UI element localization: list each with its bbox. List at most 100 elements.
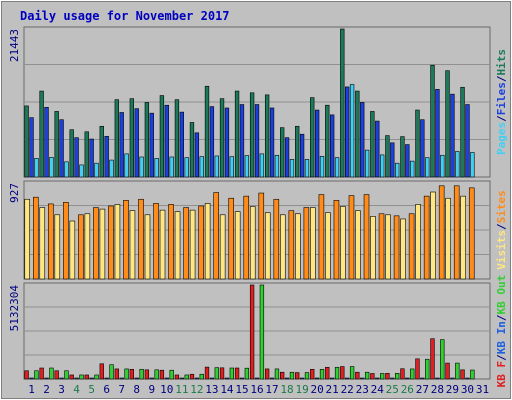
day-label-3: 3 (58, 383, 65, 396)
side-legend: Visits/Sites (495, 190, 508, 270)
bar-visits-day-18 (279, 214, 286, 280)
bar-files-day-24 (375, 120, 380, 178)
bar-pages-day-29 (455, 151, 460, 178)
bar-hits-day-12 (189, 122, 195, 178)
legend-entry: Pages (495, 122, 508, 155)
bar-sites-day-23 (363, 194, 370, 280)
legend-entry: KB In (495, 321, 508, 354)
day-label-10: 10 (160, 383, 173, 396)
bar-hits-day-21 (325, 104, 330, 178)
bar-kb-in-day-5 (89, 377, 94, 380)
bar-pages-day-10 (169, 156, 174, 178)
bar-kb-out-day-4 (79, 374, 84, 380)
bar-kb-f-day-8 (129, 368, 134, 380)
bar-visits-day-7 (114, 204, 121, 280)
bar-hits-day-28 (430, 64, 435, 178)
bar-files-day-1 (29, 117, 34, 178)
bar-files-day-4 (74, 137, 79, 178)
bar-visits-day-8 (129, 210, 136, 280)
bar-kb-out-day-24 (379, 373, 385, 380)
day-label-20: 20 (311, 383, 324, 396)
bar-visits-day-27 (415, 204, 421, 280)
bar-visits-day-25 (385, 214, 391, 280)
side-legend: Pages/Files/Hits (495, 49, 508, 155)
bar-hits-day-5 (84, 131, 89, 178)
bar-sites-day-26 (408, 213, 415, 280)
bar-pages-day-19 (304, 159, 310, 178)
bar-kb-in-day-3 (59, 377, 64, 380)
bar-sites-day-29 (453, 185, 460, 280)
bar-files-day-19 (299, 133, 305, 178)
bar-visits-day-29 (445, 197, 451, 280)
bar-visits-day-28 (430, 191, 436, 280)
bar-sites-day-17 (273, 198, 280, 280)
bar-sites-day-6 (108, 205, 114, 280)
legend-entry: / (495, 354, 508, 361)
bar-kb-f-day-26 (400, 368, 405, 380)
bar-hits-day-1 (24, 105, 29, 178)
bar-kb-in-day-15 (239, 377, 245, 380)
bar-kb-out-day-8 (139, 368, 144, 380)
bar-files-day-11 (179, 111, 184, 178)
bar-sites-day-19 (303, 207, 310, 280)
bar-kb-f-day-2 (39, 367, 44, 380)
bar-kb-f-day-3 (54, 370, 59, 380)
bar-pages-day-8 (139, 156, 144, 178)
day-label-7: 7 (118, 383, 125, 396)
bar-files-day-28 (435, 89, 440, 178)
bar-kb-in-day-7 (119, 377, 124, 380)
bar-kb-out-day-13 (214, 367, 219, 380)
bar-kb-out-day-29 (455, 362, 460, 380)
bar-sites-day-16 (258, 192, 265, 280)
legend-entry: Visits (495, 230, 508, 270)
bar-kb-in-day-13 (209, 377, 215, 380)
bar-files-day-15 (239, 104, 245, 178)
bar-kb-in-day-4 (74, 377, 79, 380)
bar-kb-f-day-17 (264, 368, 270, 380)
bar-sites-day-18 (288, 210, 295, 280)
day-label-19: 19 (295, 383, 308, 396)
bar-kb-out-day-1 (34, 370, 39, 380)
day-label-6: 6 (103, 383, 110, 396)
bar-kb-out-day-26 (410, 368, 415, 380)
bar-hits-day-3 (54, 111, 59, 178)
bar-kb-out-day-3 (64, 370, 69, 380)
bar-kb-in-day-10 (164, 377, 169, 380)
bar-files-day-16 (254, 104, 260, 178)
bar-files-day-26 (405, 144, 410, 178)
bar-files-day-12 (194, 132, 200, 178)
day-label-13: 13 (205, 383, 218, 396)
bar-sites-day-5 (93, 207, 99, 280)
bar-pages-day-12 (199, 156, 204, 178)
legend-entry: / (495, 223, 508, 230)
bar-kb-f-day-25 (385, 373, 390, 380)
bar-pages-day-4 (79, 164, 84, 178)
ymax-label: 21443 (8, 29, 21, 62)
bar-visits-day-16 (249, 206, 256, 280)
bar-kb-in-day-20 (314, 377, 320, 380)
bar-sites-day-30 (468, 187, 475, 280)
day-label-29: 29 (446, 383, 459, 396)
bar-kb-in-day-27 (420, 377, 425, 380)
bar-hits-day-7 (114, 99, 119, 178)
day-label-18: 18 (280, 383, 293, 396)
bar-hits-day-9 (144, 102, 150, 178)
bar-sites-day-21 (333, 199, 340, 280)
bar-visits-day-19 (295, 213, 301, 280)
bar-kb-f-day-21 (325, 366, 330, 380)
bar-kb-f-day-7 (114, 368, 119, 380)
bar-visits-day-6 (99, 208, 106, 280)
bar-kb-in-day-24 (375, 377, 380, 380)
bar-pages-day-13 (214, 155, 219, 178)
bar-files-day-5 (89, 138, 94, 178)
legend-entry: KB F (495, 361, 508, 388)
bar-sites-day-4 (78, 214, 84, 280)
bar-kb-in-day-14 (224, 377, 230, 380)
bar-kb-out-day-10 (169, 369, 174, 380)
panel-traffic: 21443 Pages/Files/Hits (8, 26, 508, 178)
bar-kb-out-day-27 (425, 358, 430, 380)
bar-hits-day-23 (355, 90, 360, 178)
day-label-17: 17 (265, 383, 278, 396)
